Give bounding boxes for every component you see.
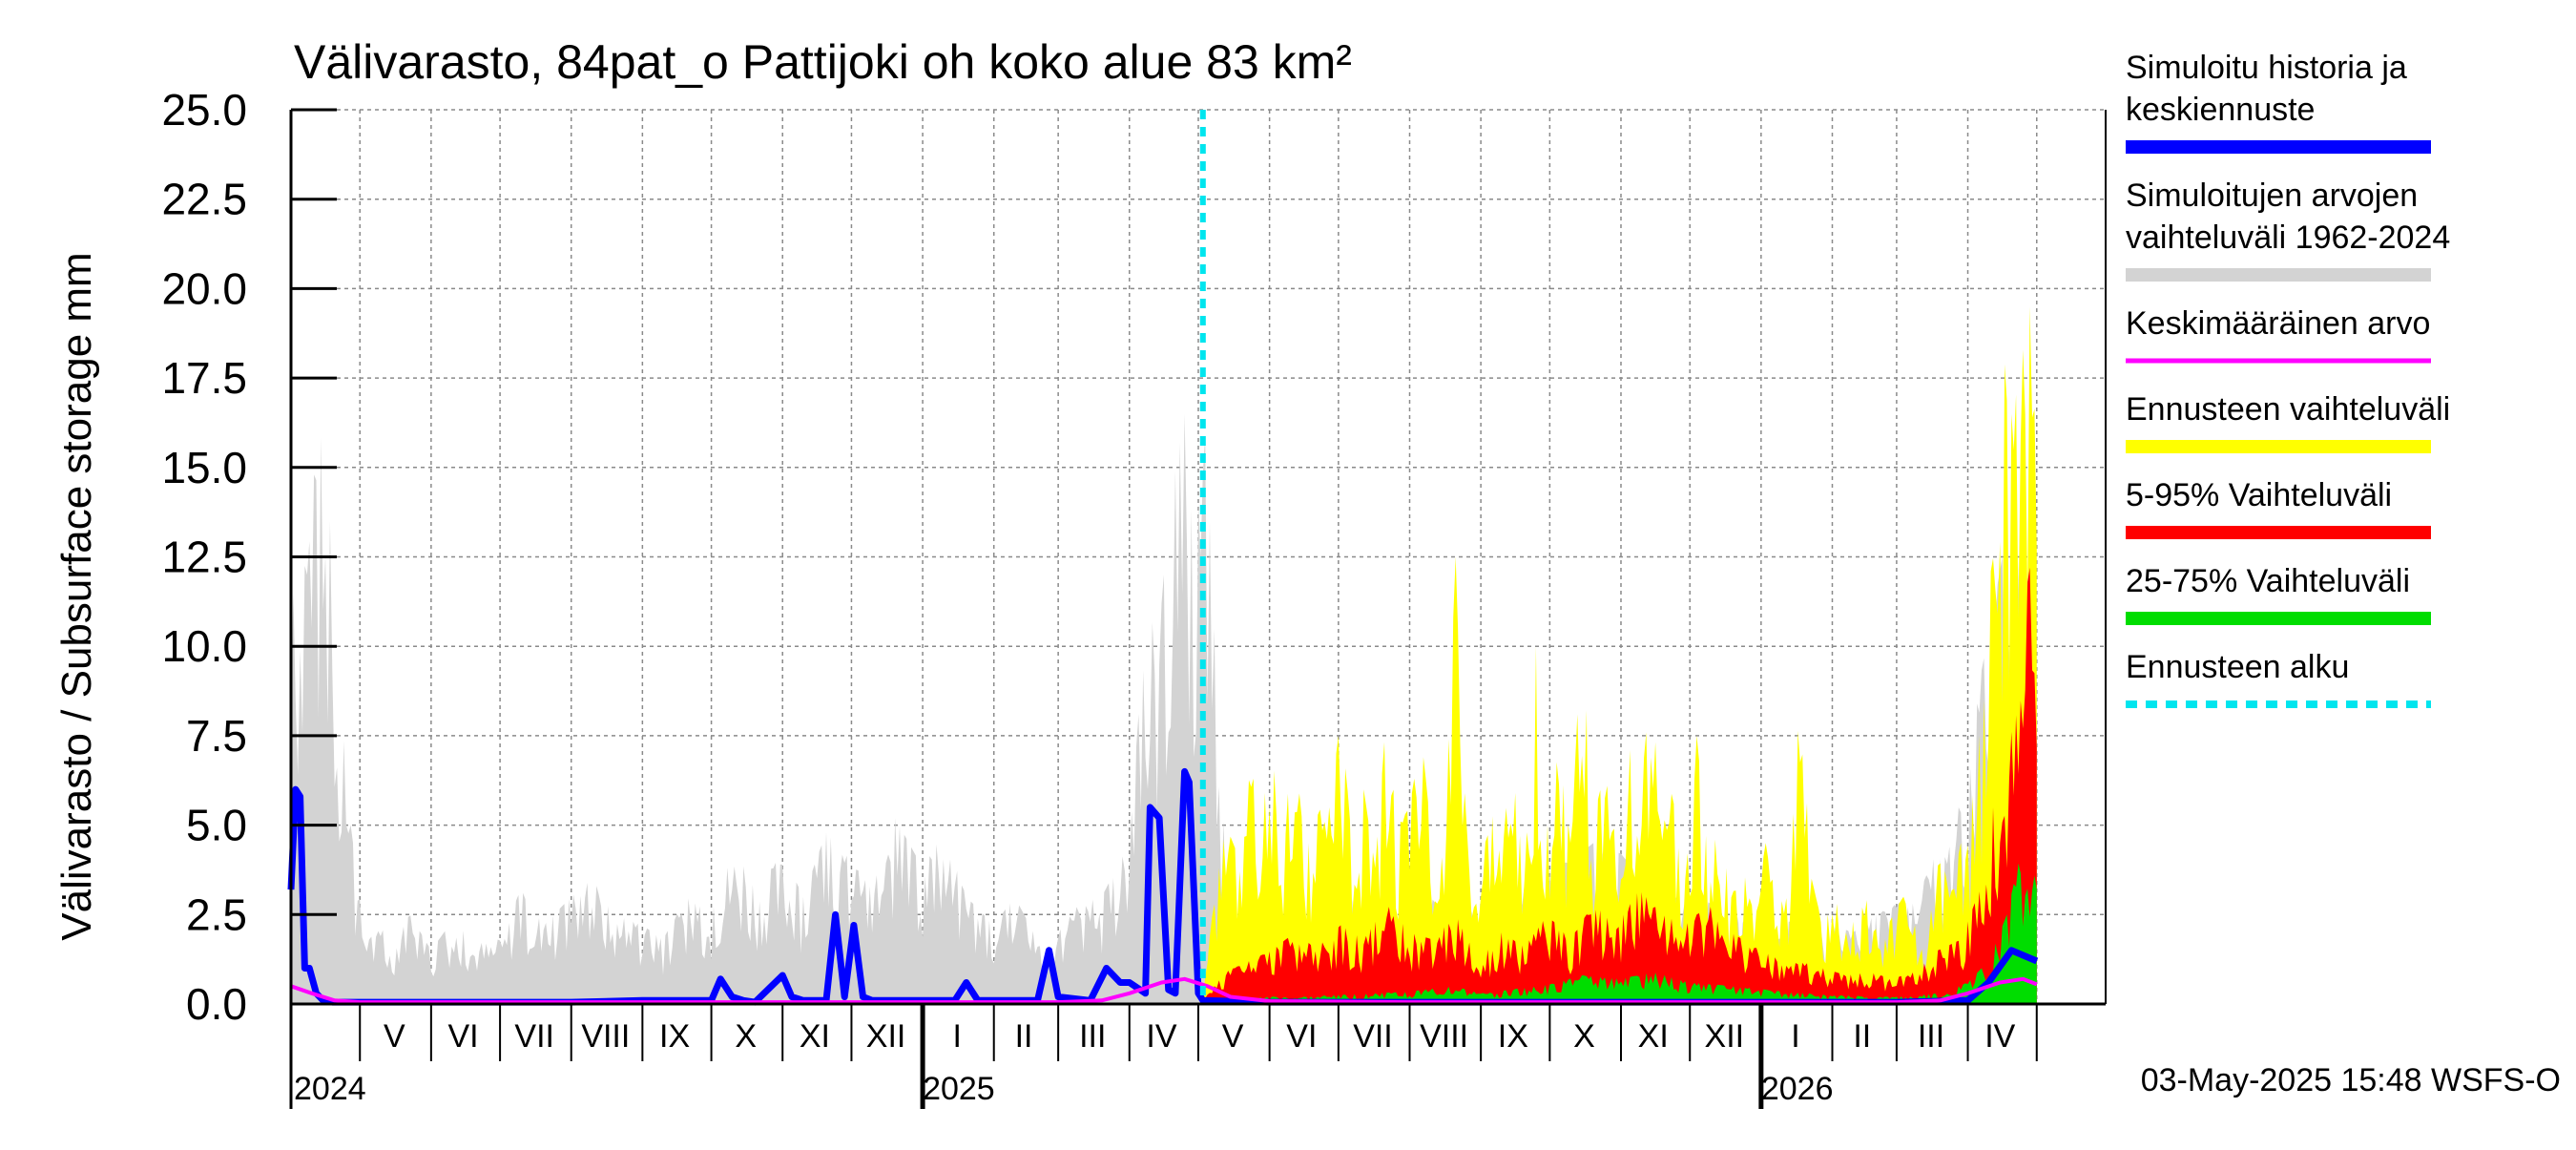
x-month-label: XII (866, 1018, 906, 1055)
chart-title: Välivarasto, 84pat_o Pattijoki oh koko a… (294, 35, 1352, 89)
y-tick-label: 5.0 (186, 801, 247, 850)
y-tick-label: 7.5 (186, 711, 247, 761)
series-line-1 (290, 976, 2038, 1005)
x-month-label: VIII (581, 1018, 630, 1055)
x-month-label: III (1918, 1018, 1944, 1055)
x-month-label: XI (800, 1018, 830, 1055)
x-month-label: IX (1498, 1018, 1528, 1055)
y-tick-label: 10.0 (161, 621, 247, 671)
x-year-label: 2025 (923, 1071, 995, 1107)
y-tick-label: 25.0 (161, 85, 247, 135)
legend-label: vaihteluväli 1962-2024 (2126, 220, 2450, 256)
legend-layer: Simuloitu historia ja keskiennuste Simuloi… (2126, 50, 2450, 708)
x-month-label: I (1791, 1018, 1799, 1055)
y-tick-label: 15.0 (161, 443, 247, 492)
x-month-label: IX (659, 1018, 690, 1055)
y-tick-label: 2.5 (186, 889, 247, 939)
legend-label: Simuloitu historia ja (2126, 50, 2407, 86)
x-month-label: VI (1286, 1018, 1317, 1055)
series-band-2 (1202, 567, 2037, 1004)
x-month-label: XI (1638, 1018, 1669, 1055)
legend-label: Keskimääräinen arvo (2126, 305, 2430, 342)
x-month-label: III (1079, 1018, 1106, 1055)
x-month-label: II (1015, 1018, 1033, 1055)
y-tick-label: 12.5 (161, 533, 247, 582)
x-month-label: IV (1984, 1018, 2015, 1055)
legend-label: Simuloitujen arvojen (2126, 178, 2418, 214)
legend-label: Ennusteen alku (2126, 649, 2349, 685)
line-layer (287, 110, 2039, 1006)
legend-label: 25-75% Vaihteluväli (2126, 563, 2410, 599)
x-month-label: VI (448, 1018, 479, 1055)
x-month-label: X (1573, 1018, 1595, 1055)
footer-timestamp: 03-May-2025 15:48 WSFS-O (2141, 1062, 2561, 1098)
legend-label: 5-95% Vaihteluväli (2126, 477, 2392, 513)
y-tick-label: 0.0 (186, 979, 247, 1029)
x-month-label: IV (1146, 1018, 1176, 1055)
x-month-label: I (952, 1018, 961, 1055)
x-year-label: 2026 (1761, 1071, 1834, 1107)
y-tick-label: 22.5 (161, 175, 247, 224)
y-tick-label: 20.0 (161, 263, 247, 313)
x-month-label: X (735, 1018, 757, 1055)
band-layer (291, 306, 2037, 1005)
x-month-label: VIII (1420, 1018, 1468, 1055)
x-year-label: 2024 (294, 1071, 366, 1107)
legend-label: keskiennuste (2126, 92, 2315, 128)
axis-layer: 0.0 2.5 5.0 7.5 10.0 12.5 15.0 17.5 20.0 22.5 25.0… (161, 85, 2107, 1109)
x-month-label: VII (514, 1018, 554, 1055)
series-band-1 (1202, 306, 2037, 1005)
x-month-label: XII (1705, 1018, 1745, 1055)
x-month-label: V (1222, 1018, 1244, 1055)
x-month-label: V (384, 1018, 405, 1055)
y-tick-label: 17.5 (161, 353, 247, 403)
x-month-label: VII (1353, 1018, 1393, 1055)
x-month-label: II (1853, 1018, 1871, 1055)
legend-label: Ennusteen vaihteluväli (2126, 391, 2450, 428)
y-axis-label: Välivarasto / Subsurface storage mm (53, 252, 100, 940)
